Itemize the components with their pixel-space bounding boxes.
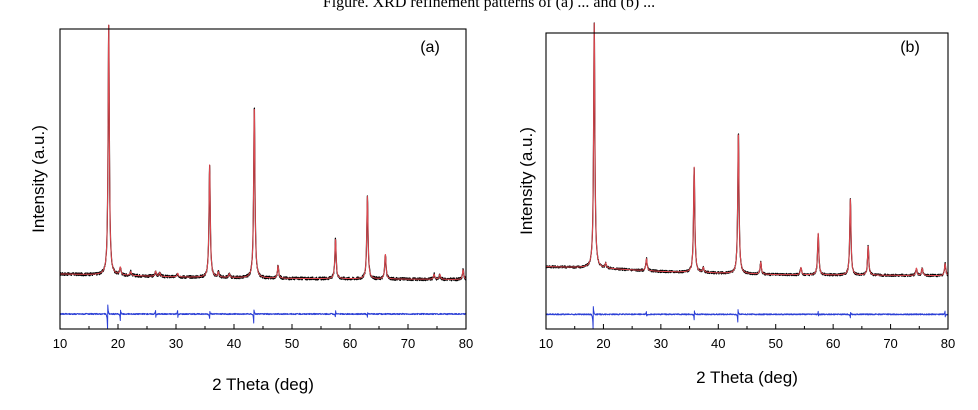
x-tick-label: 70 xyxy=(883,336,897,351)
x-tick-label: 30 xyxy=(169,336,183,351)
x-axis-label: 2 Theta (deg) xyxy=(696,368,798,387)
calculated-pattern xyxy=(545,22,949,276)
calculated-pattern xyxy=(59,24,467,280)
difference-curve xyxy=(59,304,467,330)
x-tick-label: 60 xyxy=(826,336,840,351)
observed-pattern xyxy=(59,24,467,282)
panel-label: (a) xyxy=(420,39,440,56)
x-tick-label: 70 xyxy=(401,336,415,351)
x-tick-label: 20 xyxy=(596,336,610,351)
x-tick-label: 10 xyxy=(53,336,67,351)
x-tick-label: 60 xyxy=(343,336,357,351)
plot-area xyxy=(59,24,467,330)
x-tick-label: 80 xyxy=(941,336,955,351)
panel-label: (b) xyxy=(900,39,920,56)
y-axis-label: Intensity (a.u.) xyxy=(29,125,48,233)
x-tick-label: 50 xyxy=(285,336,299,351)
observed-pattern xyxy=(545,22,949,278)
x-tick-label: 10 xyxy=(539,336,553,351)
x-tick-label: 20 xyxy=(111,336,125,351)
difference-curve xyxy=(545,306,949,330)
x-tick-label: 30 xyxy=(654,336,668,351)
y-axis-label: Intensity (a.u.) xyxy=(517,127,536,235)
x-tick-label: 80 xyxy=(459,336,473,351)
figure-caption: Figure. XRD refinement patterns of (a) .… xyxy=(322,0,656,11)
x-tick-label: 40 xyxy=(227,336,241,351)
x-tick-label: 40 xyxy=(711,336,725,351)
xrd-panel-b: 10 20 30 40 50 60 70 80 2 Theta (deg) Intensity (… xyxy=(517,22,955,387)
x-tick-label: 50 xyxy=(768,336,782,351)
plot-frame xyxy=(545,32,949,330)
xrd-panel-a: 10 20 30 40 50 60 70 80 2 Theta (deg) Intensity (… xyxy=(29,24,473,394)
plot-area xyxy=(545,22,949,330)
plot-frame xyxy=(59,28,467,330)
x-axis-label: 2 Theta (deg) xyxy=(212,375,314,394)
